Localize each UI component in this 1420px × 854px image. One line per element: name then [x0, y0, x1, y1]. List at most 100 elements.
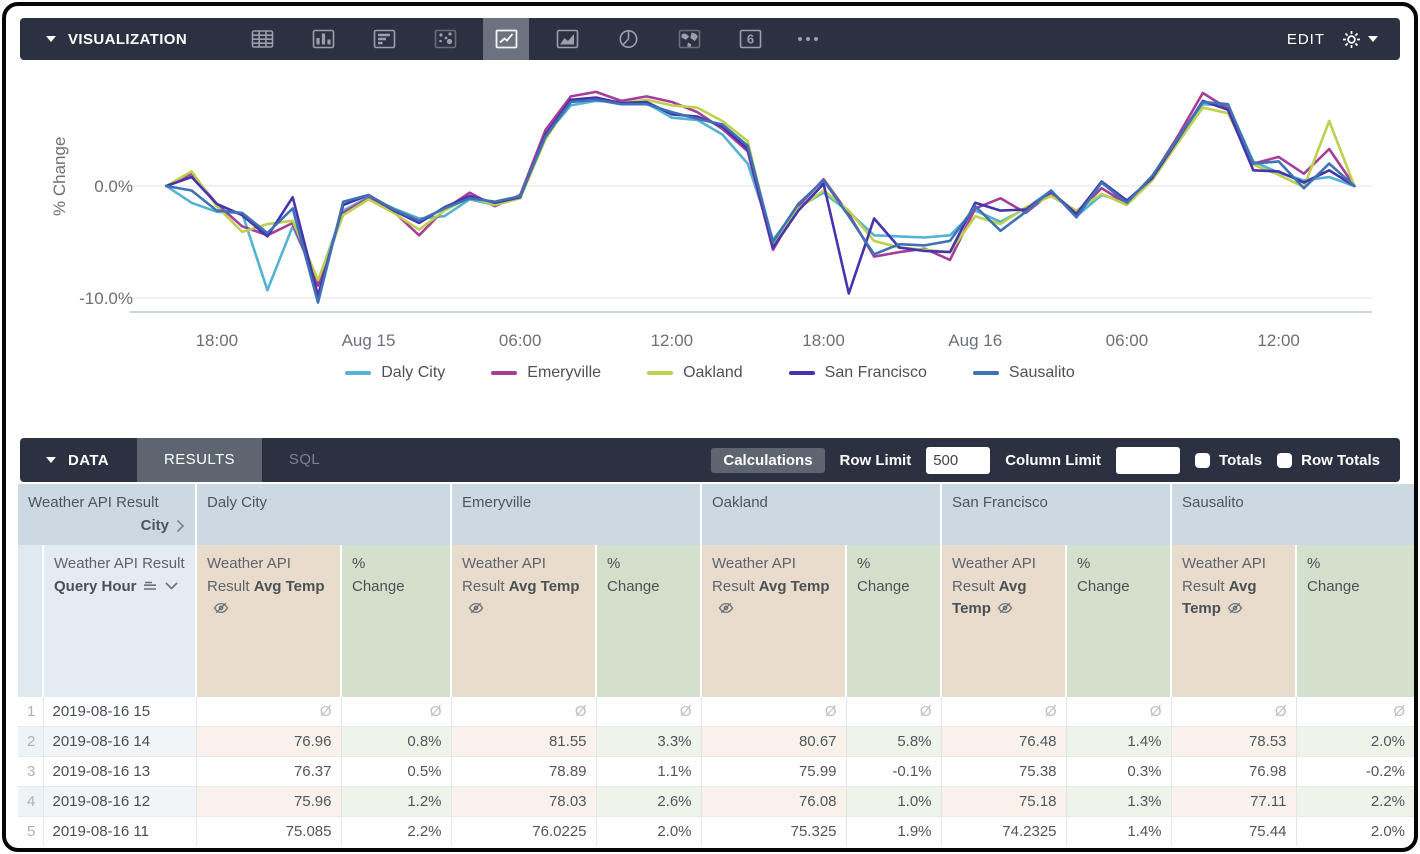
- row-totals-checkbox[interactable]: [1277, 452, 1293, 468]
- avg-temp-header[interactable]: Weather API Result Avg Temp: [450, 545, 597, 697]
- change-cell[interactable]: Ø: [340, 697, 452, 727]
- temp-cell[interactable]: Ø: [940, 697, 1067, 727]
- change-cell[interactable]: 1.2%: [340, 786, 452, 817]
- temp-cell[interactable]: 76.37: [195, 756, 341, 787]
- temp-cell[interactable]: 76.48: [940, 726, 1067, 757]
- legend-item-daly-city[interactable]: Daly City: [345, 364, 445, 382]
- temp-cell[interactable]: Ø: [195, 697, 341, 727]
- hour-cell[interactable]: 2019-08-16 12: [42, 786, 196, 817]
- legend-item-emeryville[interactable]: Emeryville: [491, 364, 601, 382]
- change-cell[interactable]: 2.2%: [340, 816, 452, 846]
- pivot-value-oakland[interactable]: Oakland: [700, 484, 942, 545]
- temp-cell[interactable]: 76.08: [700, 786, 847, 817]
- change-cell[interactable]: 1.3%: [1065, 786, 1172, 817]
- viz-type-scatter[interactable]: [422, 18, 468, 60]
- change-cell[interactable]: Ø: [595, 697, 702, 727]
- totals-toggle[interactable]: Totals: [1195, 452, 1262, 469]
- temp-cell[interactable]: 74.2325: [940, 816, 1067, 846]
- change-cell[interactable]: Ø: [1065, 697, 1172, 727]
- change-cell[interactable]: 0.3%: [1065, 756, 1172, 787]
- temp-cell[interactable]: Ø: [450, 697, 597, 727]
- temp-cell[interactable]: 76.98: [1170, 756, 1297, 787]
- avg-temp-header[interactable]: Weather API Result Avg Temp: [1170, 545, 1297, 697]
- pct-change-header[interactable]: % Change: [1065, 545, 1172, 697]
- calculations-button[interactable]: Calculations: [711, 447, 825, 473]
- temp-cell[interactable]: 75.96: [195, 786, 341, 817]
- change-cell[interactable]: 1.1%: [595, 756, 702, 787]
- tab-sql[interactable]: SQL: [288, 451, 321, 468]
- pivot-value-emeryville[interactable]: Emeryville: [450, 484, 702, 545]
- viz-type-more-options[interactable]: [788, 18, 828, 60]
- series-line-sausalito[interactable]: [165, 98, 1356, 304]
- legend-item-sausalito[interactable]: Sausalito: [972, 364, 1075, 382]
- pct-change-header[interactable]: % Change: [845, 545, 942, 697]
- change-cell[interactable]: 0.5%: [340, 756, 452, 787]
- viz-type-pie-chart[interactable]: [605, 18, 651, 60]
- row-limit-input[interactable]: [926, 446, 991, 474]
- temp-cell[interactable]: 75.325: [700, 816, 847, 846]
- avg-temp-header[interactable]: Weather API Result Avg Temp: [940, 545, 1067, 697]
- hour-cell[interactable]: 2019-08-16 15: [42, 697, 196, 727]
- settings-button[interactable]: [1341, 29, 1378, 50]
- viz-type-map[interactable]: [666, 18, 712, 60]
- change-cell[interactable]: Ø: [845, 697, 942, 727]
- visualization-section-toggle[interactable]: VISUALIZATION: [20, 31, 187, 48]
- hour-cell[interactable]: 2019-08-16 14: [42, 726, 196, 757]
- avg-temp-header[interactable]: Weather API Result Avg Temp: [700, 545, 847, 697]
- change-cell[interactable]: 1.9%: [845, 816, 942, 846]
- change-cell[interactable]: 3.3%: [595, 726, 702, 757]
- viz-type-table[interactable]: [239, 18, 285, 60]
- change-cell[interactable]: 5.8%: [845, 726, 942, 757]
- edit-button[interactable]: EDIT: [1286, 30, 1325, 48]
- change-cell[interactable]: 1.4%: [1065, 816, 1172, 846]
- temp-cell[interactable]: 77.11: [1170, 786, 1297, 817]
- viz-type-bar-chart[interactable]: [361, 18, 407, 60]
- tab-results[interactable]: RESULTS: [137, 438, 262, 482]
- pivot-corner-header[interactable]: Weather API Result City: [18, 484, 196, 545]
- viz-type-area-chart[interactable]: [544, 18, 590, 60]
- hour-cell[interactable]: 2019-08-16 13: [42, 756, 196, 787]
- temp-cell[interactable]: 81.55: [450, 726, 597, 757]
- change-cell[interactable]: -0.1%: [845, 756, 942, 787]
- temp-cell[interactable]: 76.96: [195, 726, 341, 757]
- temp-cell[interactable]: Ø: [700, 697, 847, 727]
- change-cell[interactable]: -0.2%: [1295, 756, 1414, 787]
- temp-cell[interactable]: 75.99: [700, 756, 847, 787]
- change-cell[interactable]: Ø: [1295, 697, 1414, 727]
- hour-cell[interactable]: 2019-08-16 11: [42, 816, 196, 846]
- pivot-value-sausalito[interactable]: Sausalito: [1170, 484, 1414, 545]
- change-cell[interactable]: 1.4%: [1065, 726, 1172, 757]
- avg-temp-header[interactable]: Weather API Result Avg Temp: [195, 545, 341, 697]
- change-cell[interactable]: 2.6%: [595, 786, 702, 817]
- change-cell[interactable]: 0.8%: [340, 726, 452, 757]
- change-cell[interactable]: 2.0%: [1295, 726, 1414, 757]
- pct-change-header[interactable]: % Change: [595, 545, 702, 697]
- temp-cell[interactable]: 75.18: [940, 786, 1067, 817]
- pivot-value-daly-city[interactable]: Daly City: [194, 484, 452, 545]
- change-cell[interactable]: 1.0%: [845, 786, 942, 817]
- pct-change-header[interactable]: % Change: [1295, 545, 1414, 697]
- column-limit-input[interactable]: [1116, 446, 1181, 474]
- change-cell[interactable]: 2.0%: [595, 816, 702, 846]
- row-totals-toggle[interactable]: Row Totals: [1277, 452, 1380, 469]
- change-cell[interactable]: 2.0%: [1295, 816, 1414, 846]
- viz-type-line-chart[interactable]: [483, 18, 530, 60]
- temp-cell[interactable]: 78.03: [450, 786, 597, 817]
- temp-cell[interactable]: 78.89: [450, 756, 597, 787]
- temp-cell[interactable]: 78.53: [1170, 726, 1297, 757]
- pivot-value-san-francisco[interactable]: San Francisco: [940, 484, 1172, 545]
- temp-cell[interactable]: Ø: [1170, 697, 1297, 727]
- temp-cell[interactable]: 80.67: [700, 726, 847, 757]
- temp-cell[interactable]: 75.085: [195, 816, 341, 846]
- viz-type-single-value[interactable]: 6: [727, 18, 773, 60]
- viz-type-column-chart[interactable]: [300, 18, 346, 60]
- temp-cell[interactable]: 75.38: [940, 756, 1067, 787]
- totals-checkbox[interactable]: [1195, 452, 1211, 468]
- change-cell[interactable]: 2.2%: [1295, 786, 1414, 817]
- temp-cell[interactable]: 76.0225: [450, 816, 597, 846]
- legend-item-san-francisco[interactable]: San Francisco: [788, 364, 927, 382]
- query-hour-header[interactable]: Weather API Result Query Hour: [42, 545, 196, 697]
- temp-cell[interactable]: 75.44: [1170, 816, 1297, 846]
- legend-item-oakland[interactable]: Oakland: [647, 364, 743, 382]
- data-section-toggle[interactable]: DATA: [20, 452, 137, 469]
